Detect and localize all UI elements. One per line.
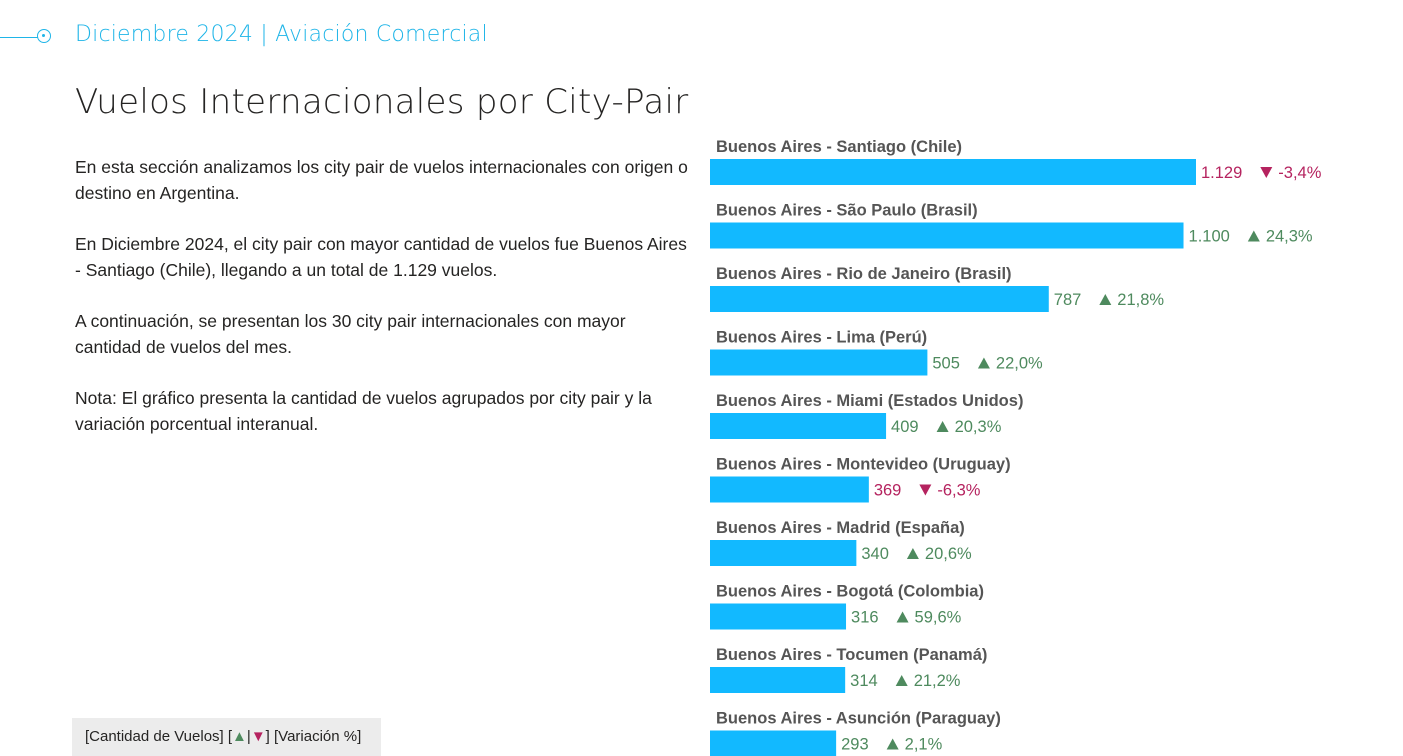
intro-paragraph-2: En Diciembre 2024, el city pair con mayo… xyxy=(75,234,687,280)
bar xyxy=(710,413,887,439)
bar xyxy=(710,540,857,566)
variation-label: 22,0% xyxy=(996,355,1043,373)
variation-label: 20,3% xyxy=(955,418,1002,436)
bar xyxy=(710,159,1196,185)
category-label: Buenos Aires - Rio de Janeiro (Brasil) xyxy=(716,265,1012,283)
value-label: 409 xyxy=(891,418,919,436)
value-label: 505 xyxy=(932,355,960,373)
up-triangle-icon xyxy=(886,738,899,750)
legend-suffix: ] [Variación %] xyxy=(265,728,362,745)
bar xyxy=(710,603,847,630)
legend-separator: | xyxy=(246,728,251,745)
category-label: Buenos Aires - Bogotá (Colombia) xyxy=(716,583,984,601)
intro-paragraph-1: En esta sección analizamos los city pair… xyxy=(75,157,688,203)
down-triangle-icon xyxy=(1260,167,1273,178)
value-label: 314 xyxy=(850,672,878,690)
category-label: Buenos Aires - Montevideo (Uruguay) xyxy=(716,456,1011,474)
category-label: Buenos Aires - Madrid (España) xyxy=(716,519,965,537)
value-label: 369 xyxy=(874,482,902,500)
bar-row: Buenos Aires - Bogotá (Colombia) 316 59,6% xyxy=(710,583,984,630)
value-label: 787 xyxy=(1054,291,1082,309)
header-rule xyxy=(0,37,38,38)
bar-row: Buenos Aires - Madrid (España) 340 20,6% xyxy=(710,519,972,566)
variation-label: 2,1% xyxy=(905,736,943,754)
header-title: Diciembre 2024 | Aviación Comercial xyxy=(75,22,488,47)
target-icon xyxy=(37,29,51,43)
legend-prefix: [Cantidad de Vuelos] [ xyxy=(85,728,233,745)
category-label: Buenos Aires - Lima (Perú) xyxy=(716,329,927,347)
value-label: 1.129 xyxy=(1201,164,1242,182)
category-label: Buenos Aires - Santiago (Chile) xyxy=(716,138,962,156)
bar xyxy=(710,286,1049,312)
bar-row: Buenos Aires - Miami (Estados Unidos) 409… xyxy=(710,392,1023,439)
variation-label: -6,3% xyxy=(937,482,980,500)
bar xyxy=(710,476,869,503)
value-label: 316 xyxy=(851,609,879,627)
up-triangle-icon: ▲ xyxy=(232,728,247,745)
up-triangle-icon xyxy=(936,421,949,432)
variation-label: -3,4% xyxy=(1278,164,1321,182)
variation-label: 20,6% xyxy=(925,545,972,563)
intro-paragraph-3: A continuación, se presentan los 30 city… xyxy=(75,311,626,357)
bar xyxy=(710,222,1184,249)
bar-row: Buenos Aires - Montevideo (Uruguay) 369 -6… xyxy=(710,456,1011,503)
value-label: 293 xyxy=(841,736,869,754)
variation-label: 21,2% xyxy=(914,672,961,690)
intro-paragraph-4: Nota: El gráfico presenta la cantidad de… xyxy=(75,388,652,434)
bar xyxy=(710,730,837,756)
bar-row: Buenos Aires - São Paulo (Brasil) 1.100 24… xyxy=(710,202,1313,249)
variation-label: 21,8% xyxy=(1117,291,1164,309)
value-label: 340 xyxy=(861,545,889,563)
bar-row: Buenos Aires - Asunción (Paraguay) 293 2,1… xyxy=(710,710,1001,756)
down-triangle-icon xyxy=(919,484,932,496)
variation-label: 24,3% xyxy=(1266,228,1313,246)
up-triangle-icon xyxy=(1247,230,1260,242)
value-label: 1.100 xyxy=(1189,228,1230,246)
bar-row: Buenos Aires - Rio de Janeiro (Brasil) 78… xyxy=(710,265,1164,312)
intro-text: En esta sección analizamos los city pair… xyxy=(75,154,695,462)
up-triangle-icon xyxy=(906,548,919,559)
down-triangle-icon: ▼ xyxy=(250,728,266,745)
chart-legend: [Cantidad de Vuelos] [▲|▼] [Variación %] xyxy=(72,718,381,756)
category-label: Buenos Aires - São Paulo (Brasil) xyxy=(716,202,978,220)
bar xyxy=(710,349,928,376)
category-label: Buenos Aires - Miami (Estados Unidos) xyxy=(716,392,1023,410)
bar-row: Buenos Aires - Santiago (Chile) 1.129 -3,4… xyxy=(710,138,1322,185)
category-label: Buenos Aires - Asunción (Paraguay) xyxy=(716,710,1001,728)
up-triangle-icon xyxy=(977,357,990,369)
up-triangle-icon xyxy=(1099,294,1112,305)
up-triangle-icon xyxy=(896,611,909,623)
bar xyxy=(710,667,846,693)
variation-label: 59,6% xyxy=(915,609,962,627)
bar-row: Buenos Aires - Lima (Perú) 505 22,0% xyxy=(710,329,1043,376)
page-title: Vuelos Internacionales por City-Pair xyxy=(75,82,689,122)
bar-row: Buenos Aires - Tocumen (Panamá) 314 21,2% xyxy=(710,646,987,693)
category-label: Buenos Aires - Tocumen (Panamá) xyxy=(716,646,987,664)
up-triangle-icon xyxy=(895,675,908,686)
city-pair-bar-chart: Buenos Aires - Santiago (Chile) 1.129 -3,4… xyxy=(710,138,1322,756)
